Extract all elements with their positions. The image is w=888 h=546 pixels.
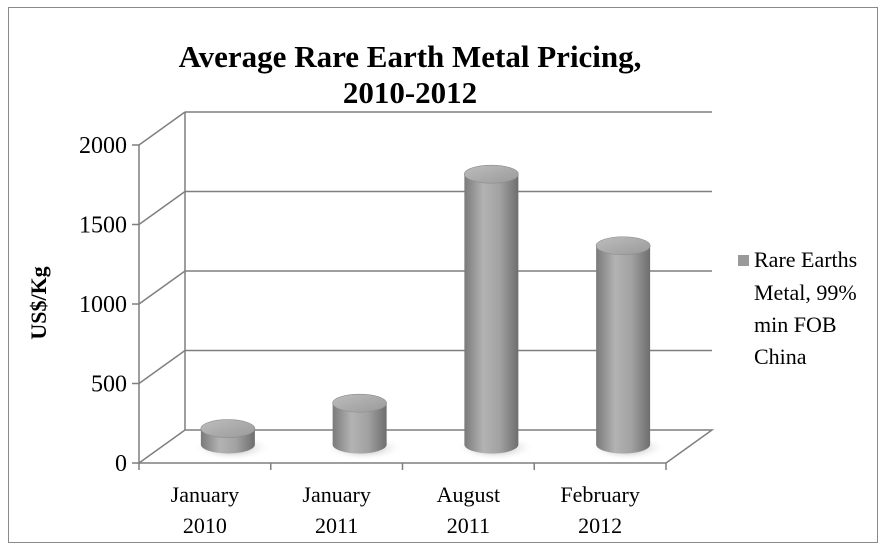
y-tick-label: 1500 [79,213,127,239]
gridline-side [138,349,186,385]
bar-body [464,174,519,454]
bar-top [595,236,651,256]
y-axis-label: US$/Kg [26,266,51,339]
bar [192,419,271,461]
bar-body [332,403,387,454]
x-tick-label: 2011 [315,513,358,538]
x-tick-labels: January 2010 January 2011 August 2011 February… [171,482,640,538]
x-tick-label: January [302,482,370,507]
bar [456,164,535,461]
bar [324,393,403,461]
y-tick-label: 1000 [79,292,127,318]
bar-body [596,245,651,454]
chart-title-line-1: Average Rare Earth Metal Pricing, [179,39,642,74]
floor [136,429,715,464]
gridline-side [138,190,186,226]
axes [132,112,715,470]
legend-marker [738,255,749,266]
gridline-side [138,270,186,305]
x-tick-label: 2012 [578,513,622,538]
x-tick-label: January [171,482,239,507]
x-tick-label: 2011 [447,513,490,538]
legend-label-line-1: Rare Earths [754,247,857,272]
bar-top [332,393,387,413]
x-tick-label: August [437,482,501,507]
bar-top [464,164,519,184]
x-tick-label: February [560,482,639,507]
chart-title-line-2: 2010-2012 [343,75,477,110]
gridline-side [138,111,186,146]
bars [192,164,667,461]
bar [588,236,667,461]
x-tick-label: 2010 [183,513,227,538]
legend-label-line-4: China [754,344,807,369]
bar-top [200,419,256,438]
y-tick-label: 0 [115,451,127,477]
legend-label-line-3: min FOB [754,312,837,337]
legend: Rare Earths Metal, 99% min FOB China [738,247,857,369]
legend-label-line-2: Metal, 99% [754,280,857,305]
y-tick-labels: 0 500 1000 1500 2000 [79,133,127,477]
y-tick-label: 500 [91,372,127,398]
y-tick-label: 2000 [79,133,127,159]
